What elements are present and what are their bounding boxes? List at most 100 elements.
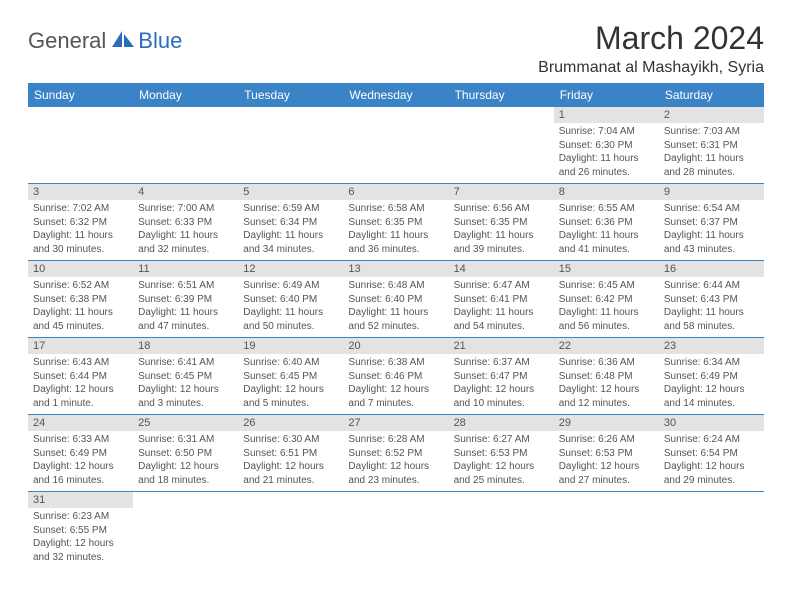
sunrise-text: Sunrise: 6:58 AM	[348, 202, 443, 216]
calendar-day: 11Sunrise: 6:51 AMSunset: 6:39 PMDayligh…	[133, 261, 238, 338]
sunset-text: Sunset: 6:52 PM	[348, 447, 443, 461]
calendar-day: 31Sunrise: 6:23 AMSunset: 6:55 PMDayligh…	[28, 492, 133, 569]
calendar-empty	[238, 107, 343, 184]
logo-text-general: General	[28, 28, 106, 54]
sunset-text: Sunset: 6:36 PM	[559, 216, 654, 230]
day-number: 5	[238, 184, 343, 200]
day-data: Sunrise: 6:36 AMSunset: 6:48 PMDaylight:…	[554, 354, 659, 414]
calendar-day: 18Sunrise: 6:41 AMSunset: 6:45 PMDayligh…	[133, 338, 238, 415]
day-number: 19	[238, 338, 343, 354]
calendar-body: 1Sunrise: 7:04 AMSunset: 6:30 PMDaylight…	[28, 107, 764, 568]
calendar-empty	[343, 492, 448, 569]
daylight-text: Daylight: 11 hours and 47 minutes.	[138, 306, 233, 333]
calendar-empty	[133, 107, 238, 184]
calendar-empty	[449, 492, 554, 569]
calendar-day: 7Sunrise: 6:56 AMSunset: 6:35 PMDaylight…	[449, 184, 554, 261]
calendar-day: 29Sunrise: 6:26 AMSunset: 6:53 PMDayligh…	[554, 415, 659, 492]
weekday-header: Saturday	[659, 83, 764, 107]
location: Brummanat al Mashayikh, Syria	[538, 59, 764, 77]
calendar-day: 24Sunrise: 6:33 AMSunset: 6:49 PMDayligh…	[28, 415, 133, 492]
sunrise-text: Sunrise: 6:27 AM	[454, 433, 549, 447]
daylight-text: Daylight: 11 hours and 41 minutes.	[559, 229, 654, 256]
day-data: Sunrise: 7:03 AMSunset: 6:31 PMDaylight:…	[659, 123, 764, 183]
sunset-text: Sunset: 6:40 PM	[348, 293, 443, 307]
day-data: Sunrise: 6:30 AMSunset: 6:51 PMDaylight:…	[238, 431, 343, 491]
weekday-header: Monday	[133, 83, 238, 107]
daylight-text: Daylight: 12 hours and 18 minutes.	[138, 460, 233, 487]
day-data: Sunrise: 6:48 AMSunset: 6:40 PMDaylight:…	[343, 277, 448, 337]
sunrise-text: Sunrise: 6:43 AM	[33, 356, 128, 370]
day-data: Sunrise: 6:58 AMSunset: 6:35 PMDaylight:…	[343, 200, 448, 260]
sunrise-text: Sunrise: 6:56 AM	[454, 202, 549, 216]
calendar-day: 26Sunrise: 6:30 AMSunset: 6:51 PMDayligh…	[238, 415, 343, 492]
calendar-day: 12Sunrise: 6:49 AMSunset: 6:40 PMDayligh…	[238, 261, 343, 338]
sunset-text: Sunset: 6:53 PM	[454, 447, 549, 461]
daylight-text: Daylight: 12 hours and 23 minutes.	[348, 460, 443, 487]
day-data: Sunrise: 7:02 AMSunset: 6:32 PMDaylight:…	[28, 200, 133, 260]
sunrise-text: Sunrise: 6:41 AM	[138, 356, 233, 370]
sunrise-text: Sunrise: 6:40 AM	[243, 356, 338, 370]
daylight-text: Daylight: 12 hours and 21 minutes.	[243, 460, 338, 487]
sunset-text: Sunset: 6:47 PM	[454, 370, 549, 384]
day-number: 3	[28, 184, 133, 200]
day-data: Sunrise: 6:27 AMSunset: 6:53 PMDaylight:…	[449, 431, 554, 491]
calendar-day: 30Sunrise: 6:24 AMSunset: 6:54 PMDayligh…	[659, 415, 764, 492]
calendar-day: 4Sunrise: 7:00 AMSunset: 6:33 PMDaylight…	[133, 184, 238, 261]
sunset-text: Sunset: 6:35 PM	[454, 216, 549, 230]
calendar-day: 17Sunrise: 6:43 AMSunset: 6:44 PMDayligh…	[28, 338, 133, 415]
calendar-week: 3Sunrise: 7:02 AMSunset: 6:32 PMDaylight…	[28, 184, 764, 261]
day-number: 16	[659, 261, 764, 277]
sunrise-text: Sunrise: 6:59 AM	[243, 202, 338, 216]
calendar-day: 15Sunrise: 6:45 AMSunset: 6:42 PMDayligh…	[554, 261, 659, 338]
day-data: Sunrise: 6:55 AMSunset: 6:36 PMDaylight:…	[554, 200, 659, 260]
daylight-text: Daylight: 11 hours and 56 minutes.	[559, 306, 654, 333]
sunrise-text: Sunrise: 6:30 AM	[243, 433, 338, 447]
day-number: 30	[659, 415, 764, 431]
daylight-text: Daylight: 11 hours and 43 minutes.	[664, 229, 759, 256]
daylight-text: Daylight: 11 hours and 54 minutes.	[454, 306, 549, 333]
month-title: March 2024	[538, 20, 764, 57]
calendar-day: 14Sunrise: 6:47 AMSunset: 6:41 PMDayligh…	[449, 261, 554, 338]
daylight-text: Daylight: 11 hours and 26 minutes.	[559, 152, 654, 179]
sunrise-text: Sunrise: 7:02 AM	[33, 202, 128, 216]
calendar-day: 22Sunrise: 6:36 AMSunset: 6:48 PMDayligh…	[554, 338, 659, 415]
day-data: Sunrise: 7:00 AMSunset: 6:33 PMDaylight:…	[133, 200, 238, 260]
sunrise-text: Sunrise: 6:51 AM	[138, 279, 233, 293]
sunrise-text: Sunrise: 6:45 AM	[559, 279, 654, 293]
day-data: Sunrise: 6:43 AMSunset: 6:44 PMDaylight:…	[28, 354, 133, 414]
calendar-week: 24Sunrise: 6:33 AMSunset: 6:49 PMDayligh…	[28, 415, 764, 492]
sunrise-text: Sunrise: 6:37 AM	[454, 356, 549, 370]
calendar-week: 10Sunrise: 6:52 AMSunset: 6:38 PMDayligh…	[28, 261, 764, 338]
calendar-day: 21Sunrise: 6:37 AMSunset: 6:47 PMDayligh…	[449, 338, 554, 415]
day-data: Sunrise: 6:41 AMSunset: 6:45 PMDaylight:…	[133, 354, 238, 414]
calendar-day: 9Sunrise: 6:54 AMSunset: 6:37 PMDaylight…	[659, 184, 764, 261]
day-number: 25	[133, 415, 238, 431]
daylight-text: Daylight: 11 hours and 45 minutes.	[33, 306, 128, 333]
daylight-text: Daylight: 12 hours and 3 minutes.	[138, 383, 233, 410]
calendar-empty	[554, 492, 659, 569]
daylight-text: Daylight: 11 hours and 39 minutes.	[454, 229, 549, 256]
day-number: 22	[554, 338, 659, 354]
sunset-text: Sunset: 6:31 PM	[664, 139, 759, 153]
calendar-empty	[28, 107, 133, 184]
day-number: 8	[554, 184, 659, 200]
sunset-text: Sunset: 6:54 PM	[664, 447, 759, 461]
day-number: 26	[238, 415, 343, 431]
day-data: Sunrise: 6:40 AMSunset: 6:45 PMDaylight:…	[238, 354, 343, 414]
daylight-text: Daylight: 12 hours and 25 minutes.	[454, 460, 549, 487]
day-data: Sunrise: 6:33 AMSunset: 6:49 PMDaylight:…	[28, 431, 133, 491]
daylight-text: Daylight: 12 hours and 14 minutes.	[664, 383, 759, 410]
day-number: 1	[554, 107, 659, 123]
calendar-day: 13Sunrise: 6:48 AMSunset: 6:40 PMDayligh…	[343, 261, 448, 338]
sunset-text: Sunset: 6:35 PM	[348, 216, 443, 230]
day-data: Sunrise: 6:34 AMSunset: 6:49 PMDaylight:…	[659, 354, 764, 414]
title-block: March 2024 Brummanat al Mashayikh, Syria	[538, 20, 764, 77]
calendar-day: 28Sunrise: 6:27 AMSunset: 6:53 PMDayligh…	[449, 415, 554, 492]
daylight-text: Daylight: 11 hours and 34 minutes.	[243, 229, 338, 256]
sunset-text: Sunset: 6:55 PM	[33, 524, 128, 538]
calendar-day: 5Sunrise: 6:59 AMSunset: 6:34 PMDaylight…	[238, 184, 343, 261]
calendar-table: SundayMondayTuesdayWednesdayThursdayFrid…	[28, 83, 764, 568]
sunrise-text: Sunrise: 6:49 AM	[243, 279, 338, 293]
calendar-week: 17Sunrise: 6:43 AMSunset: 6:44 PMDayligh…	[28, 338, 764, 415]
weekday-header: Sunday	[28, 83, 133, 107]
